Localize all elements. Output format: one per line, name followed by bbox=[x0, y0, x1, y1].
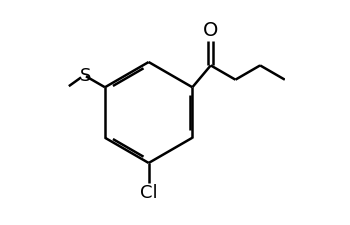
Text: Cl: Cl bbox=[140, 184, 158, 202]
Text: O: O bbox=[203, 21, 218, 40]
Text: S: S bbox=[80, 67, 92, 85]
